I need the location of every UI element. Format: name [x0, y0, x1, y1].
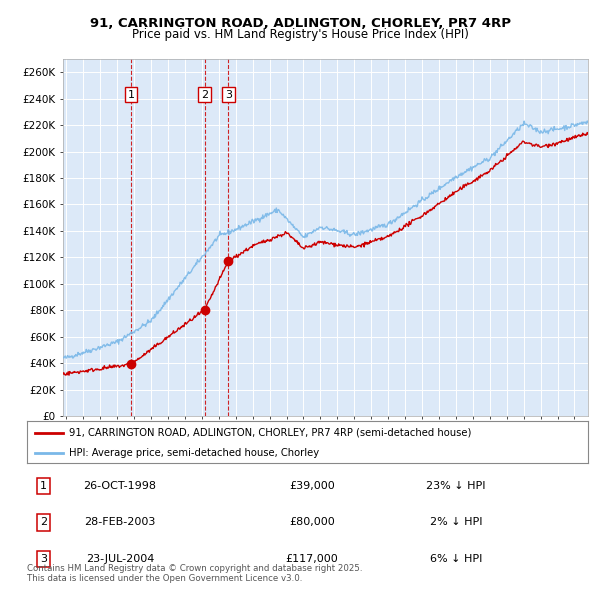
Text: Contains HM Land Registry data © Crown copyright and database right 2025.
This d: Contains HM Land Registry data © Crown c… [27, 563, 362, 583]
Text: £80,000: £80,000 [289, 517, 335, 527]
Text: £39,000: £39,000 [289, 481, 335, 491]
Text: 23-JUL-2004: 23-JUL-2004 [86, 554, 154, 564]
Text: 91, CARRINGTON ROAD, ADLINGTON, CHORLEY, PR7 4RP: 91, CARRINGTON ROAD, ADLINGTON, CHORLEY,… [89, 17, 511, 30]
Text: 23% ↓ HPI: 23% ↓ HPI [426, 481, 486, 491]
Text: 26-OCT-1998: 26-OCT-1998 [83, 481, 157, 491]
Text: 2: 2 [40, 517, 47, 527]
Text: 28-FEB-2003: 28-FEB-2003 [85, 517, 155, 527]
Text: 1: 1 [40, 481, 47, 491]
Text: 1: 1 [128, 90, 134, 100]
Text: 2% ↓ HPI: 2% ↓ HPI [430, 517, 482, 527]
Text: 2: 2 [201, 90, 208, 100]
Text: 3: 3 [40, 554, 47, 564]
Text: £117,000: £117,000 [286, 554, 338, 564]
Text: HPI: Average price, semi-detached house, Chorley: HPI: Average price, semi-detached house,… [69, 448, 319, 457]
Text: 3: 3 [225, 90, 232, 100]
Text: Price paid vs. HM Land Registry's House Price Index (HPI): Price paid vs. HM Land Registry's House … [131, 28, 469, 41]
Text: 6% ↓ HPI: 6% ↓ HPI [430, 554, 482, 564]
Text: 91, CARRINGTON ROAD, ADLINGTON, CHORLEY, PR7 4RP (semi-detached house): 91, CARRINGTON ROAD, ADLINGTON, CHORLEY,… [69, 428, 472, 438]
